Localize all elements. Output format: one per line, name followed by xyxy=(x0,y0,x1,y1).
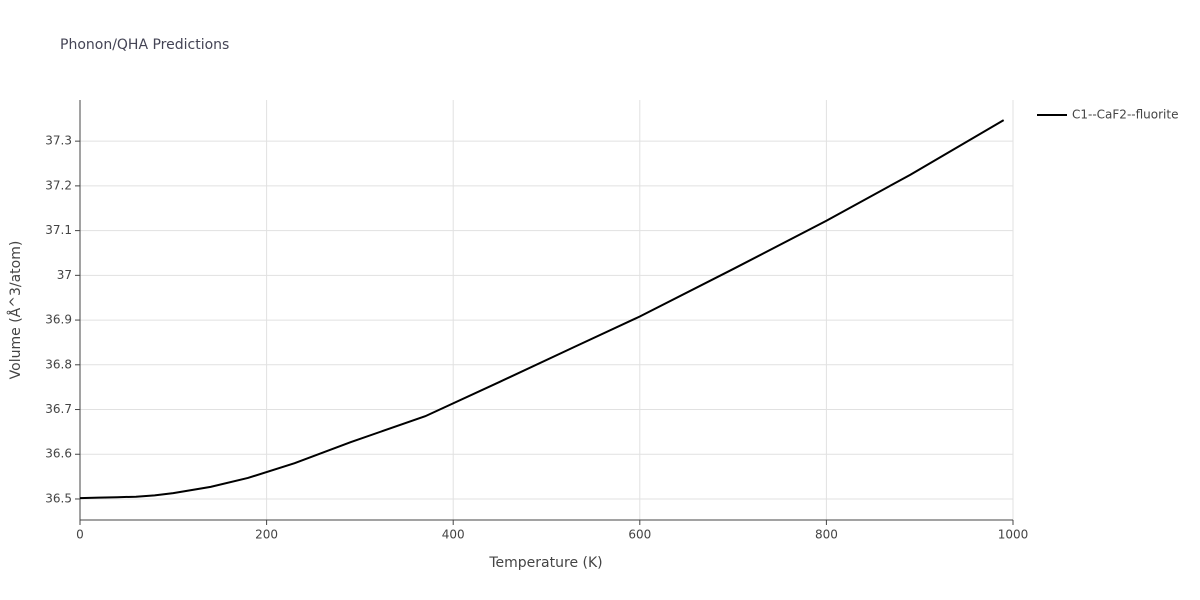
y-tick-label: 36.5 xyxy=(45,491,72,505)
y-tick-label: 36.9 xyxy=(45,313,72,327)
y-tick-label: 37.2 xyxy=(45,178,72,192)
x-tick-label: 800 xyxy=(815,528,838,542)
x-tick-label: 400 xyxy=(442,528,465,542)
y-tick-label: 36.6 xyxy=(45,447,72,461)
x-axis-label: Temperature (K) xyxy=(488,555,602,571)
y-tick-label: 36.7 xyxy=(45,402,72,416)
data-line xyxy=(79,119,1005,500)
x-tick-label: 600 xyxy=(628,528,651,542)
legend-label: C1--CaF2--fluorite xyxy=(1072,108,1178,122)
y-tick-label: 37.3 xyxy=(45,134,72,148)
y-tick-label: 37 xyxy=(57,268,72,282)
y-axis-label: Volume (Å^3/atom) xyxy=(7,241,24,380)
y-tick-label: 37.1 xyxy=(45,223,72,237)
x-tick-label: 0 xyxy=(76,528,84,542)
x-tick-label: 200 xyxy=(255,528,278,542)
chart-title: Phonon/QHA Predictions xyxy=(60,37,229,53)
y-tick-label: 36.8 xyxy=(45,357,72,371)
x-tick-label: 1000 xyxy=(998,528,1029,542)
